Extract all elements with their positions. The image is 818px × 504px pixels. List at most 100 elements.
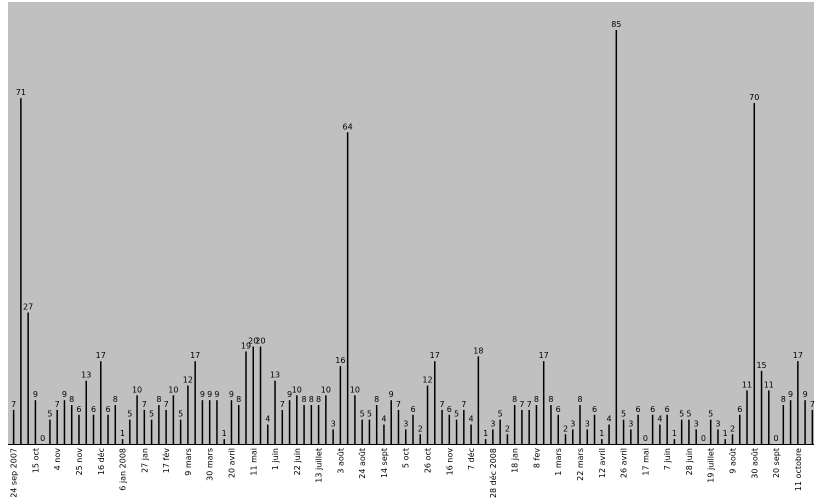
x-tick-label-13: 22 juin [293,448,302,475]
value-label-89: 4 [657,415,662,424]
value-label-100: 6 [737,405,742,414]
value-label-63: 4 [469,415,474,424]
value-label-50: 8 [374,395,379,404]
bar-100 [739,414,741,444]
value-label-104: 11 [764,380,774,389]
bar-2 [27,312,29,444]
value-label-55: 6 [410,405,415,414]
value-label-73: 17 [539,351,549,360]
bar-28 [216,400,218,444]
value-label-31: 8 [236,395,241,404]
bar-74 [550,405,552,444]
bar-48 [361,419,363,444]
value-label-5: 5 [47,410,52,419]
value-label-94: 3 [694,419,699,428]
value-label-109: 9 [803,390,808,399]
bar-25 [194,361,196,444]
bar-57 [426,385,429,444]
bar-49 [368,419,371,444]
bar-76 [564,434,567,444]
value-label-78: 8 [577,395,582,404]
value-label-93: 5 [686,410,691,419]
value-label-14: 8 [113,395,118,404]
bar-17 [136,395,138,444]
bar-6 [56,409,58,444]
value-label-83: 85 [611,20,621,29]
bar-16 [129,419,131,444]
bar-10 [85,380,87,444]
value-label-71: 7 [527,400,532,409]
value-label-81: 1 [599,429,604,438]
bar-42 [317,405,320,444]
bar-77 [572,429,574,444]
bar-20 [158,405,160,444]
value-label-51: 4 [381,415,386,424]
bar-21 [165,409,167,444]
bar-63 [470,424,472,444]
bar-52 [390,400,392,444]
bar-31 [237,405,240,444]
value-label-11: 6 [91,405,96,414]
x-tick-label-26: 22 mars [576,448,585,481]
bar-36 [274,380,276,444]
value-label-10: 13 [81,371,91,380]
bar-12 [100,361,102,444]
x-tick-label-10: 20 avril [227,448,236,478]
bar-30 [230,400,233,444]
bar-50 [375,405,378,444]
bar-65 [484,439,487,444]
bar-69 [513,405,516,444]
value-label-69: 8 [512,395,517,404]
value-label-25: 17 [190,351,200,360]
bar-1 [20,98,22,444]
bar-91 [673,439,676,444]
value-label-46: 64 [343,122,353,131]
bar-72 [535,405,538,444]
bar-29 [223,439,225,444]
x-tick-label-27: 12 avril [598,448,607,478]
value-label-75: 6 [556,405,561,414]
bar-51 [383,424,385,444]
x-tick-label-12: 1 juin [271,448,280,470]
value-label-65: 1 [483,429,488,438]
value-label-79: 3 [585,419,590,428]
bar-26 [201,400,204,444]
x-tick-label-16: 24 août [358,448,367,479]
value-label-60: 6 [447,405,452,414]
value-label-30: 9 [229,390,234,399]
bar-58 [434,361,436,444]
bar-90 [666,414,668,444]
bar-88 [651,414,654,444]
bar-43 [325,395,327,444]
value-label-107: 9 [788,390,793,399]
value-label-36: 13 [270,371,280,380]
value-label-53: 7 [396,400,401,409]
x-tick-label-19: 26 oct [424,448,433,473]
bar-53 [397,409,400,444]
value-label-96: 5 [708,410,713,419]
bar-99 [731,434,734,444]
bar-82 [608,424,610,444]
value-label-76: 2 [563,424,568,433]
value-label-18: 7 [142,400,147,409]
bar-24 [187,385,189,444]
x-tick-label-0: 24 sep 2007 [10,448,19,498]
bar-46 [346,132,349,444]
bar-32 [245,351,247,444]
value-label-0: 7 [11,400,16,409]
value-label-44: 3 [331,419,336,428]
x-tick-label-31: 28 juin [685,448,694,475]
value-label-27: 9 [207,390,212,399]
value-label-42: 8 [316,395,321,404]
bar-67 [499,419,501,444]
x-tick-label-22: 28 déc 2008 [488,448,498,498]
bar-75 [557,414,559,444]
bar-79 [586,429,589,444]
value-label-85: 3 [628,419,633,428]
x-tick-label-33: 9 août [729,448,738,474]
value-label-37: 7 [280,400,285,409]
tick-labels-group: 24 sep 2007 15 oct 4 nov 25 nov 16 déc 6 jan … [10,448,803,498]
value-label-29: 1 [222,429,227,438]
bar-94 [695,429,697,444]
bar-35 [267,424,269,444]
